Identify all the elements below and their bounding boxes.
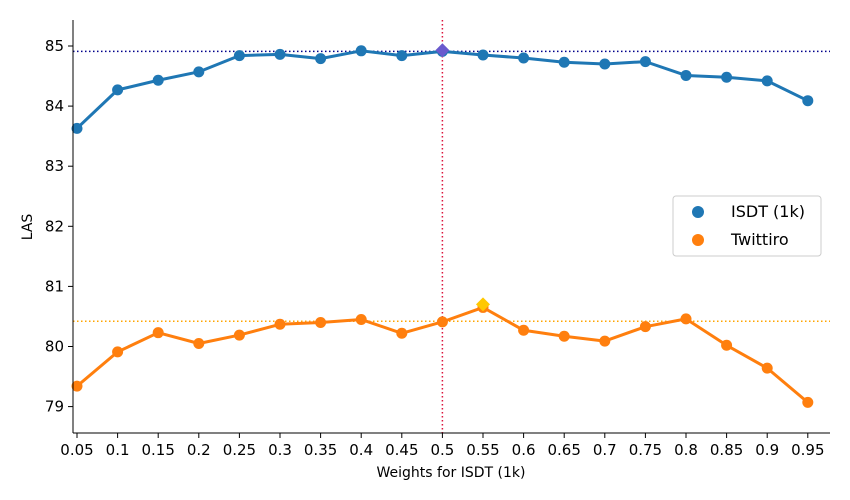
- x-tick-label-6: 0.35: [304, 441, 337, 459]
- data-point-s0-3: [193, 66, 205, 78]
- data-point-s0-2: [152, 74, 164, 86]
- data-point-s0-8: [396, 50, 408, 62]
- y-tick-label-4: 83: [45, 157, 64, 175]
- x-axis-ticks: 0.05 0.1 0.15 0.2 0.25 0.3 0.35 0.4 0.45 0.5 0.55 0…: [60, 433, 825, 459]
- x-tick-label-8: 0.45: [385, 441, 418, 459]
- legend-label-isdt: ISDT (1k): [731, 202, 805, 221]
- legend-marker-isdt: [692, 206, 704, 218]
- data-point-s1-0: [71, 380, 83, 392]
- x-tick-label-15: 0.8: [674, 441, 698, 459]
- x-tick-label-0: 0.05: [60, 441, 93, 459]
- data-point-s0-0: [71, 122, 83, 134]
- y-tick-label-1: 80: [45, 338, 64, 356]
- x-tick-label-2: 0.15: [141, 441, 174, 459]
- legend-label-twittiro: Twittiro: [730, 230, 789, 249]
- data-point-s1-11: [518, 324, 530, 336]
- plot-area: [71, 20, 830, 433]
- data-point-s0-7: [355, 45, 367, 57]
- y-tick-label-6: 85: [45, 37, 64, 55]
- y-tick-label-2: 81: [45, 277, 64, 295]
- data-point-s1-12: [558, 330, 570, 342]
- data-point-s1-6: [315, 316, 327, 328]
- data-point-s1-3: [193, 337, 205, 349]
- data-point-s1-17: [761, 362, 773, 374]
- legend-marker-twittiro: [692, 234, 704, 246]
- data-point-s0-17: [761, 75, 773, 87]
- x-tick-label-7: 0.4: [349, 441, 373, 459]
- data-point-s1-1: [112, 346, 124, 358]
- data-point-s1-15: [680, 313, 692, 325]
- data-point-s1-2: [152, 327, 164, 339]
- highlight-diamond-0: [435, 43, 450, 58]
- x-tick-label-13: 0.7: [593, 441, 617, 459]
- data-point-s0-13: [599, 58, 611, 70]
- data-point-s1-14: [639, 321, 651, 333]
- data-point-s1-8: [396, 327, 408, 339]
- y-tick-label-0: 79: [45, 398, 64, 416]
- x-tick-label-12: 0.65: [547, 441, 580, 459]
- data-point-s0-5: [274, 48, 286, 60]
- data-point-s1-5: [274, 318, 286, 330]
- x-tick-label-4: 0.25: [223, 441, 256, 459]
- data-point-s1-16: [721, 339, 733, 351]
- data-point-s0-16: [721, 71, 733, 83]
- y-axis-ticks: 79 80 81 82 83 84 85: [45, 37, 73, 416]
- y-tick-label-3: 82: [45, 217, 64, 235]
- x-tick-label-18: 0.95: [791, 441, 824, 459]
- data-point-s0-1: [112, 84, 124, 96]
- data-point-s0-4: [233, 50, 245, 62]
- data-point-s0-12: [558, 56, 570, 68]
- data-point-s1-18: [802, 396, 814, 408]
- y-axis-title: LAS: [20, 214, 36, 241]
- x-tick-label-9: 0.5: [430, 441, 454, 459]
- data-point-s0-14: [639, 56, 651, 68]
- data-point-s0-6: [315, 53, 327, 65]
- y-tick-label-5: 84: [45, 97, 64, 115]
- x-tick-label-17: 0.9: [755, 441, 779, 459]
- x-tick-label-10: 0.55: [466, 441, 499, 459]
- data-point-s0-18: [802, 95, 814, 107]
- x-tick-label-1: 0.1: [106, 441, 130, 459]
- data-point-s1-13: [599, 335, 611, 347]
- x-tick-label-5: 0.3: [268, 441, 292, 459]
- highlight-diamond-1: [476, 297, 490, 312]
- x-tick-label-3: 0.2: [187, 441, 211, 459]
- data-point-s0-10: [477, 49, 489, 61]
- data-point-s1-9: [436, 316, 448, 328]
- data-point-s1-4: [233, 329, 245, 341]
- x-tick-label-16: 0.85: [710, 441, 743, 459]
- data-point-s1-7: [355, 313, 367, 325]
- legend: ISDT (1k) Twittiro: [672, 195, 822, 257]
- x-tick-label-11: 0.6: [512, 441, 536, 459]
- data-point-s0-11: [518, 52, 530, 64]
- x-axis-title: Weights for ISDT (1k): [377, 465, 526, 481]
- legend-box: [672, 195, 822, 257]
- x-tick-label-14: 0.75: [629, 441, 662, 459]
- data-point-s0-15: [680, 69, 692, 81]
